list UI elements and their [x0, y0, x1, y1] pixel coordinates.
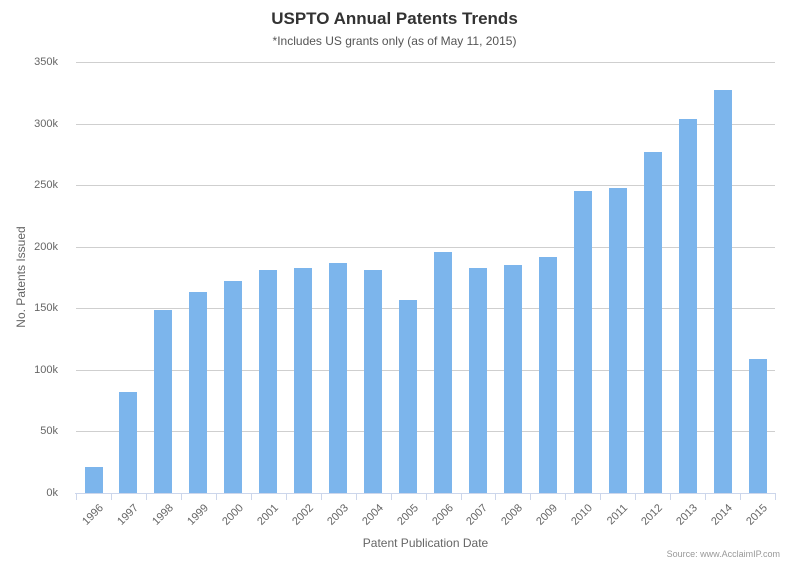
x-axis-tick-label: 2002 [289, 502, 316, 528]
y-gridline [76, 185, 775, 187]
x-axis-tick-label: 2005 [394, 502, 421, 528]
x-tick-mark [145, 494, 147, 500]
x-tick-mark [740, 494, 742, 500]
x-tick-mark [670, 494, 672, 500]
x-tick-mark [460, 494, 462, 500]
x-axis-tick-label: 1997 [115, 502, 141, 528]
x-tick-mark [215, 494, 217, 500]
y-gridline [76, 62, 775, 63]
bar-2008[interactable] [503, 265, 522, 493]
y-axis-tick-label: 50k [40, 425, 58, 438]
bar-2014[interactable] [713, 90, 732, 493]
y-axis-tick-label: 0k [46, 487, 58, 499]
bar-1996[interactable] [84, 467, 103, 493]
bar-2006[interactable] [434, 251, 452, 493]
bar-2003[interactable] [329, 262, 348, 493]
x-axis-tick-label: 2011 [604, 502, 631, 528]
x-axis-title: Patent Publication Date [362, 536, 489, 550]
x-axis-tick-label: 1999 [184, 502, 211, 528]
x-axis-tick-label: 2006 [429, 502, 456, 528]
x-axis-tick-label: 2008 [499, 502, 526, 528]
bar-2000[interactable] [224, 281, 243, 493]
x-tick-mark [495, 494, 497, 500]
bar-2015[interactable] [748, 358, 767, 493]
y-axis-tick-label: 350k [34, 56, 58, 68]
x-axis-tick-label: 2013 [674, 502, 701, 528]
x-tick-mark [320, 494, 322, 500]
x-axis-tick-label: 1996 [80, 502, 106, 528]
x-tick-mark [600, 494, 602, 500]
x-tick-mark [76, 494, 77, 500]
y-gridline [76, 369, 775, 371]
y-gridline [76, 246, 775, 248]
x-axis-tick-label: 2007 [464, 502, 491, 528]
x-tick-mark [635, 494, 637, 500]
bar-2009[interactable] [538, 256, 557, 493]
x-tick-mark [705, 494, 707, 500]
y-axis-tick-label: 300k [34, 117, 58, 130]
source-credit: Source: www.AcclaimIP.com [666, 549, 780, 559]
bar-1999[interactable] [189, 292, 208, 493]
y-axis-tick-label: 150k [34, 302, 58, 315]
x-axis-tick-label: 1998 [150, 502, 176, 528]
x-axis-line [75, 493, 776, 494]
x-tick-mark [285, 494, 287, 500]
x-axis-tick-label: 2009 [534, 502, 561, 528]
bar-2010[interactable] [573, 191, 592, 493]
x-tick-mark [530, 494, 532, 500]
x-axis-tick-label: 2012 [639, 502, 666, 528]
x-axis-tick-label: 2003 [324, 502, 351, 528]
bar-1998[interactable] [154, 309, 173, 493]
x-tick-mark [250, 494, 252, 500]
y-axis-tick-label: 100k [34, 363, 58, 376]
y-gridline [76, 431, 775, 433]
bar-2005[interactable] [399, 299, 417, 493]
y-axis-tick-label: 200k [34, 240, 58, 253]
x-tick-mark [775, 494, 776, 500]
chart-title: USPTO Annual Patents Trends [271, 9, 518, 28]
plot-area [75, 62, 776, 500]
x-axis-tick-label: 2000 [219, 502, 246, 528]
bar-2007[interactable] [468, 267, 487, 493]
x-axis-tick-label: 2014 [709, 502, 736, 528]
x-tick-mark [355, 494, 357, 500]
y-gridline [76, 123, 775, 125]
bar-2012[interactable] [643, 151, 662, 493]
y-axis-tick-label: 250k [34, 179, 58, 192]
bar-1997[interactable] [119, 392, 138, 493]
y-gridline [76, 308, 775, 310]
x-axis-tick-label: 2004 [359, 502, 386, 528]
x-tick-mark [425, 494, 427, 500]
bar-2011[interactable] [608, 187, 627, 493]
bar-2001[interactable] [259, 270, 278, 493]
bar-2013[interactable] [678, 118, 697, 493]
x-axis-tick-label: 2010 [569, 502, 596, 528]
x-tick-mark [390, 494, 392, 500]
x-axis-tick-label: 2001 [254, 502, 281, 528]
x-axis-tick-label: 2015 [744, 502, 770, 528]
x-tick-mark [565, 494, 567, 500]
bar-2004[interactable] [364, 270, 383, 493]
chart-subtitle: *Includes US grants only (as of May 11, … [272, 34, 517, 48]
x-tick-mark [180, 494, 182, 500]
x-tick-mark [111, 494, 112, 500]
bar-2002[interactable] [294, 267, 313, 493]
